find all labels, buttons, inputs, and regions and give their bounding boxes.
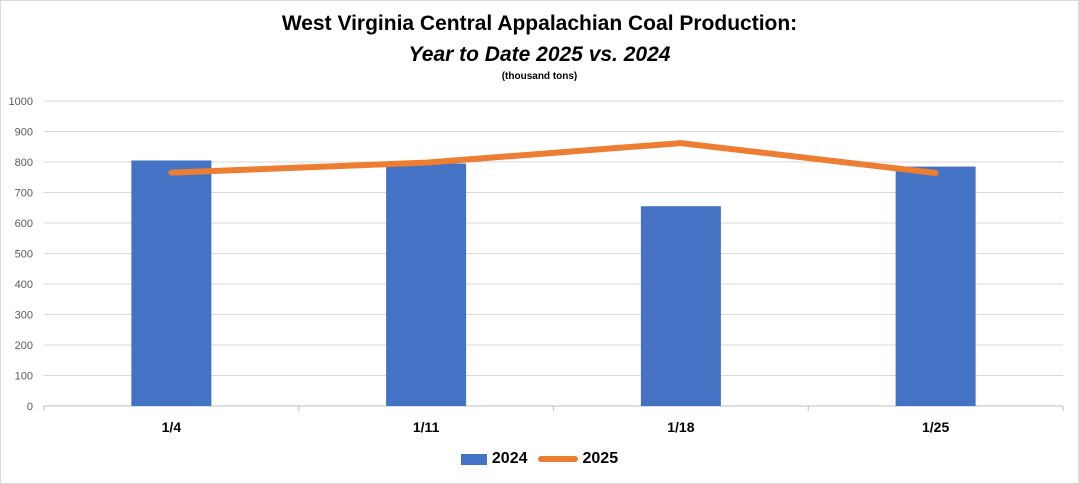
x-tick-label-1/18: 1/18 bbox=[667, 419, 694, 435]
line-series-2025 bbox=[168, 140, 939, 176]
x-tick-label-1/11: 1/11 bbox=[413, 419, 440, 435]
legend-label-2025: 2025 bbox=[582, 450, 619, 467]
chart-title: West Virginia Central Appalachian Coal P… bbox=[281, 12, 798, 35]
legend-swatch-2024 bbox=[460, 453, 487, 465]
y-tick-label-400: 400 bbox=[15, 279, 33, 291]
y-tick-label-300: 300 bbox=[15, 310, 33, 322]
legend-item-2025: 2025 bbox=[537, 450, 619, 468]
y-tick-label-900: 900 bbox=[15, 127, 33, 139]
bar-2024-1/25 bbox=[895, 166, 976, 406]
chart-subtitle: Year to Date 2025 vs. 2024 bbox=[408, 43, 671, 66]
y-tick-label-200: 200 bbox=[15, 340, 33, 352]
legend-item-2024: 2024 bbox=[460, 450, 528, 468]
x-tick-label-1/25: 1/25 bbox=[922, 419, 949, 435]
legend-label-2024: 2024 bbox=[491, 450, 528, 467]
bar-2024-1/18 bbox=[640, 206, 721, 406]
bar-2024-1/4 bbox=[131, 160, 212, 406]
y-tick-label-1000: 1000 bbox=[9, 96, 33, 108]
y-tick-label-700: 700 bbox=[15, 188, 33, 200]
x-tick-label-1/4: 1/4 bbox=[162, 419, 182, 435]
y-tick-label-600: 600 bbox=[15, 218, 33, 230]
bar-2024-1/11 bbox=[386, 163, 467, 406]
y-tick-label-0: 0 bbox=[27, 401, 33, 413]
y-tick-label-800: 800 bbox=[15, 157, 33, 169]
legend: 2024 2025 bbox=[0, 450, 1079, 468]
y-tick-label-100: 100 bbox=[15, 371, 33, 383]
y-tick-label-500: 500 bbox=[15, 249, 33, 261]
legend-swatch-2025 bbox=[537, 456, 578, 462]
unit-note: (thousand tons) bbox=[501, 71, 578, 82]
